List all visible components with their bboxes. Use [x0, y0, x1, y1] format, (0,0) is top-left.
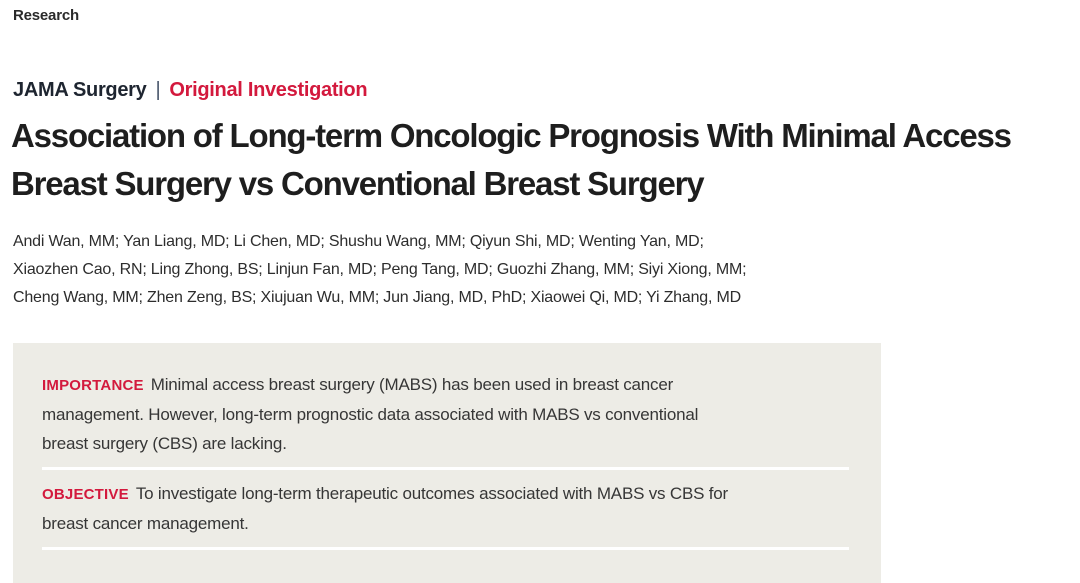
- abstract-importance-paragraph: IMPORTANCE Minimal access breast surgery …: [42, 370, 851, 458]
- article-title-line-1: Association of Long-term Oncologic Progn…: [11, 117, 1012, 154]
- abstract-section-divider: [42, 467, 849, 470]
- abstract-text: management. However, long-term prognosti…: [42, 405, 699, 424]
- abstract-section-divider: [42, 547, 849, 550]
- author-line: Xiaozhen Cao, RN; Ling Zhong, BS; Linjun…: [13, 261, 747, 278]
- author-line: Andi Wan, MM; Yan Liang, MD; Li Chen, MD…: [13, 233, 704, 250]
- article-page: Research JAMA Surgery | Original Investiga…: [11, 7, 1013, 583]
- journal-divider: |: [155, 79, 161, 101]
- abstract-text: breast cancer management.: [42, 514, 249, 533]
- abstract-line: OBJECTIVE To investigate long-term therap…: [42, 479, 851, 509]
- journal-name: JAMA Surgery: [13, 79, 147, 101]
- article-title: Association of Long-term Oncologic Progn…: [11, 112, 1012, 208]
- abstract-line: IMPORTANCE Minimal access breast surgery …: [42, 370, 851, 400]
- author-list: Andi Wan, MM; Yan Liang, MD; Li Chen, MD…: [13, 228, 747, 312]
- article-type-label: Original Investigation: [169, 79, 368, 101]
- article-title-line-2: Breast Surgery vs Conventional Breast Su…: [11, 165, 705, 202]
- objective-label: OBJECTIVE: [42, 486, 129, 503]
- abstract-text: Minimal access breast surgery (MABS) has…: [150, 375, 674, 394]
- abstract-objective-paragraph: OBJECTIVE To investigate long-term therap…: [42, 479, 851, 538]
- abstract-text: To investigate long-term therapeutic out…: [135, 484, 728, 503]
- abstract-box: IMPORTANCE Minimal access breast surgery …: [13, 343, 881, 583]
- author-line: Cheng Wang, MM; Zhen Zeng, BS; Xiujuan W…: [13, 289, 741, 306]
- importance-label: IMPORTANCE: [42, 377, 144, 394]
- section-label: Research: [13, 7, 79, 24]
- journal-header: JAMA Surgery | Original Investigation: [13, 79, 368, 102]
- abstract-text: breast surgery (CBS) are lacking.: [42, 434, 287, 453]
